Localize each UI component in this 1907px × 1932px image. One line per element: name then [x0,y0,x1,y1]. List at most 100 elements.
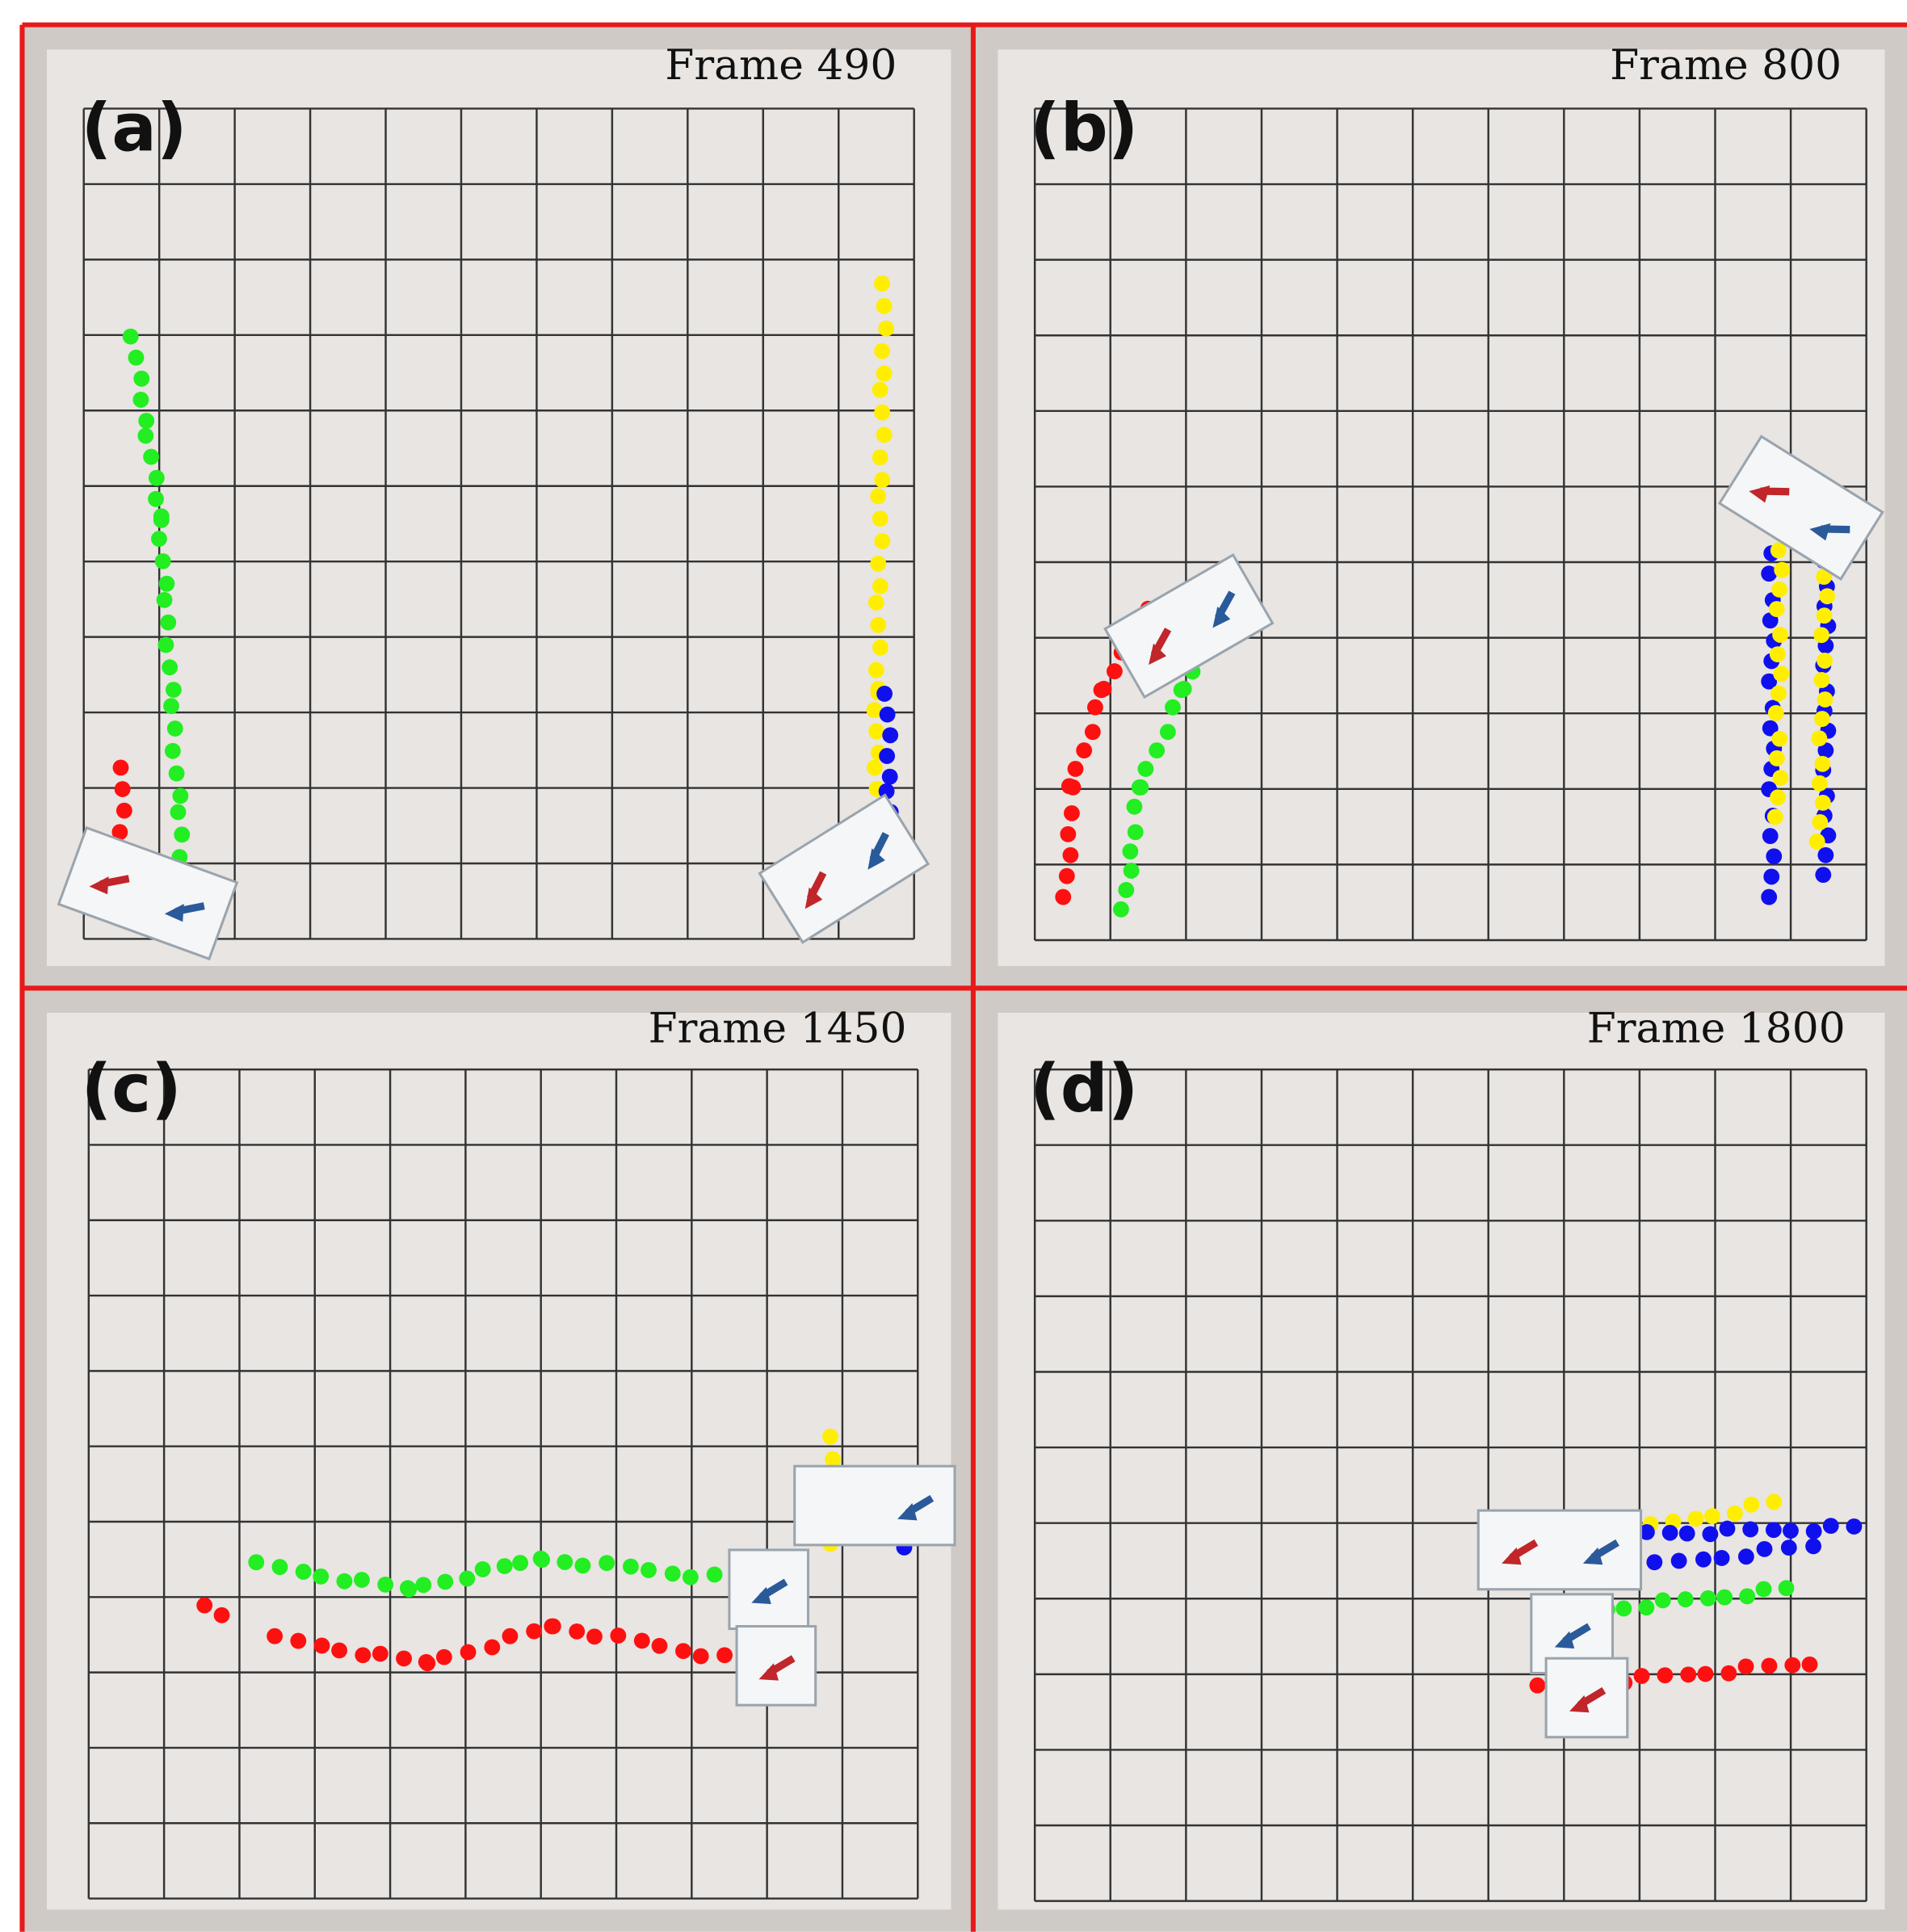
trail-dot [1174,682,1190,698]
trail-dot [868,724,884,740]
trail-dot [874,533,890,549]
trail-dot [172,788,188,804]
trail-dot [313,1569,329,1585]
trail-dot [1817,691,1833,708]
trail-dot [1638,1599,1654,1615]
trail-dot [876,426,893,443]
trail-dot [1738,1548,1754,1564]
trail-dot [716,1647,733,1663]
trail-dot [1132,779,1149,796]
trail-dot [870,556,886,572]
trail-dot [874,275,890,292]
trail-dot [1124,863,1140,879]
trail-dot [1657,1667,1673,1683]
trail-dot [876,298,893,314]
trail-dot [1813,627,1829,643]
trail-dot [1814,672,1830,688]
robot-block [737,1627,816,1706]
trail-dot [1814,756,1830,772]
trail-dot [1671,1553,1687,1569]
trail-dot [822,1429,838,1445]
figure: (a) Frame 490 (b) Frame 800 (c) Frame 14… [0,0,1907,1932]
arena-floor [998,1013,1884,1909]
trail-dot [396,1650,412,1666]
trail-dot [354,1572,370,1588]
trail-dot [1738,1658,1754,1674]
trail-dot [1087,699,1103,716]
trail-dot [867,760,883,776]
trail-dot [155,553,171,569]
trail-dot [331,1642,347,1658]
trail-dot [267,1628,283,1644]
trail-dot [1128,824,1144,840]
trail-dot [641,1562,657,1578]
trail-dot [214,1607,230,1623]
trail-dot [1118,882,1134,898]
block-body [795,1466,955,1545]
trail-dot [1700,1590,1716,1606]
trail-dot [158,637,174,653]
trail-dot [1809,834,1825,850]
trail-dot [872,510,888,527]
trail-dot [377,1577,393,1593]
trail-dot [675,1643,691,1659]
trail-dot [557,1554,573,1570]
trail-dot [1059,868,1075,884]
trail-dot [872,640,888,656]
robot-block [1546,1658,1628,1737]
trail-dot [1068,761,1084,777]
trail-dot [874,343,890,359]
trail-dot [623,1559,639,1575]
trail-dot [1702,1526,1718,1542]
trail-dot [1767,809,1783,825]
panel [25,991,973,1932]
trail-dot [1766,848,1782,864]
trail-dot [1814,711,1830,727]
panel-label: (c) [82,1051,182,1128]
trail-dot [1165,699,1181,716]
trail-dot [1757,1541,1773,1557]
trail-dot [872,382,888,398]
panel-label: (a) [82,90,187,166]
trail-dot [1770,646,1786,662]
trail-dot [1766,1494,1782,1510]
trail-dot [157,592,173,608]
trail-dot [436,1649,452,1665]
trail-dot [1772,627,1788,643]
trail-dot [1772,770,1788,786]
trail-dot [1766,1522,1782,1538]
trail-dot [1695,1552,1712,1568]
trail-dot [882,769,898,785]
panel [976,27,1907,989]
trail-dot [1688,1510,1704,1527]
page: (a) Frame 490 (b) Frame 800 (c) Frame 14… [0,0,1907,1932]
trail-dot [163,698,179,714]
trail-dot [1817,653,1833,669]
trail-dot [874,405,890,421]
trail-dot [1811,730,1827,746]
trail-dot [1812,775,1828,792]
trail-dot [870,488,886,504]
block-body [1478,1510,1640,1590]
trail-dot [1763,869,1779,885]
trail-dot [137,428,153,444]
trail-dot [1160,724,1176,740]
trail-dot [400,1580,416,1596]
trail-dot [196,1598,212,1614]
trail-dot [1127,799,1143,815]
trail-dot [1720,1665,1737,1682]
trail-dot [1774,562,1790,578]
trail-dot [174,826,190,842]
trail-dot [149,470,165,486]
trail-dot [484,1640,500,1656]
trail-dot [158,576,174,592]
trail-dot [1739,1588,1755,1604]
trail-dot [1727,1506,1743,1522]
trail-dot [879,748,895,764]
trail-dot [138,413,154,429]
trail-dot [665,1565,681,1581]
frame-number: Frame 490 [665,41,897,90]
trail-dot [569,1623,585,1640]
trail-dot [1716,1590,1733,1606]
trail-dot [169,766,185,782]
